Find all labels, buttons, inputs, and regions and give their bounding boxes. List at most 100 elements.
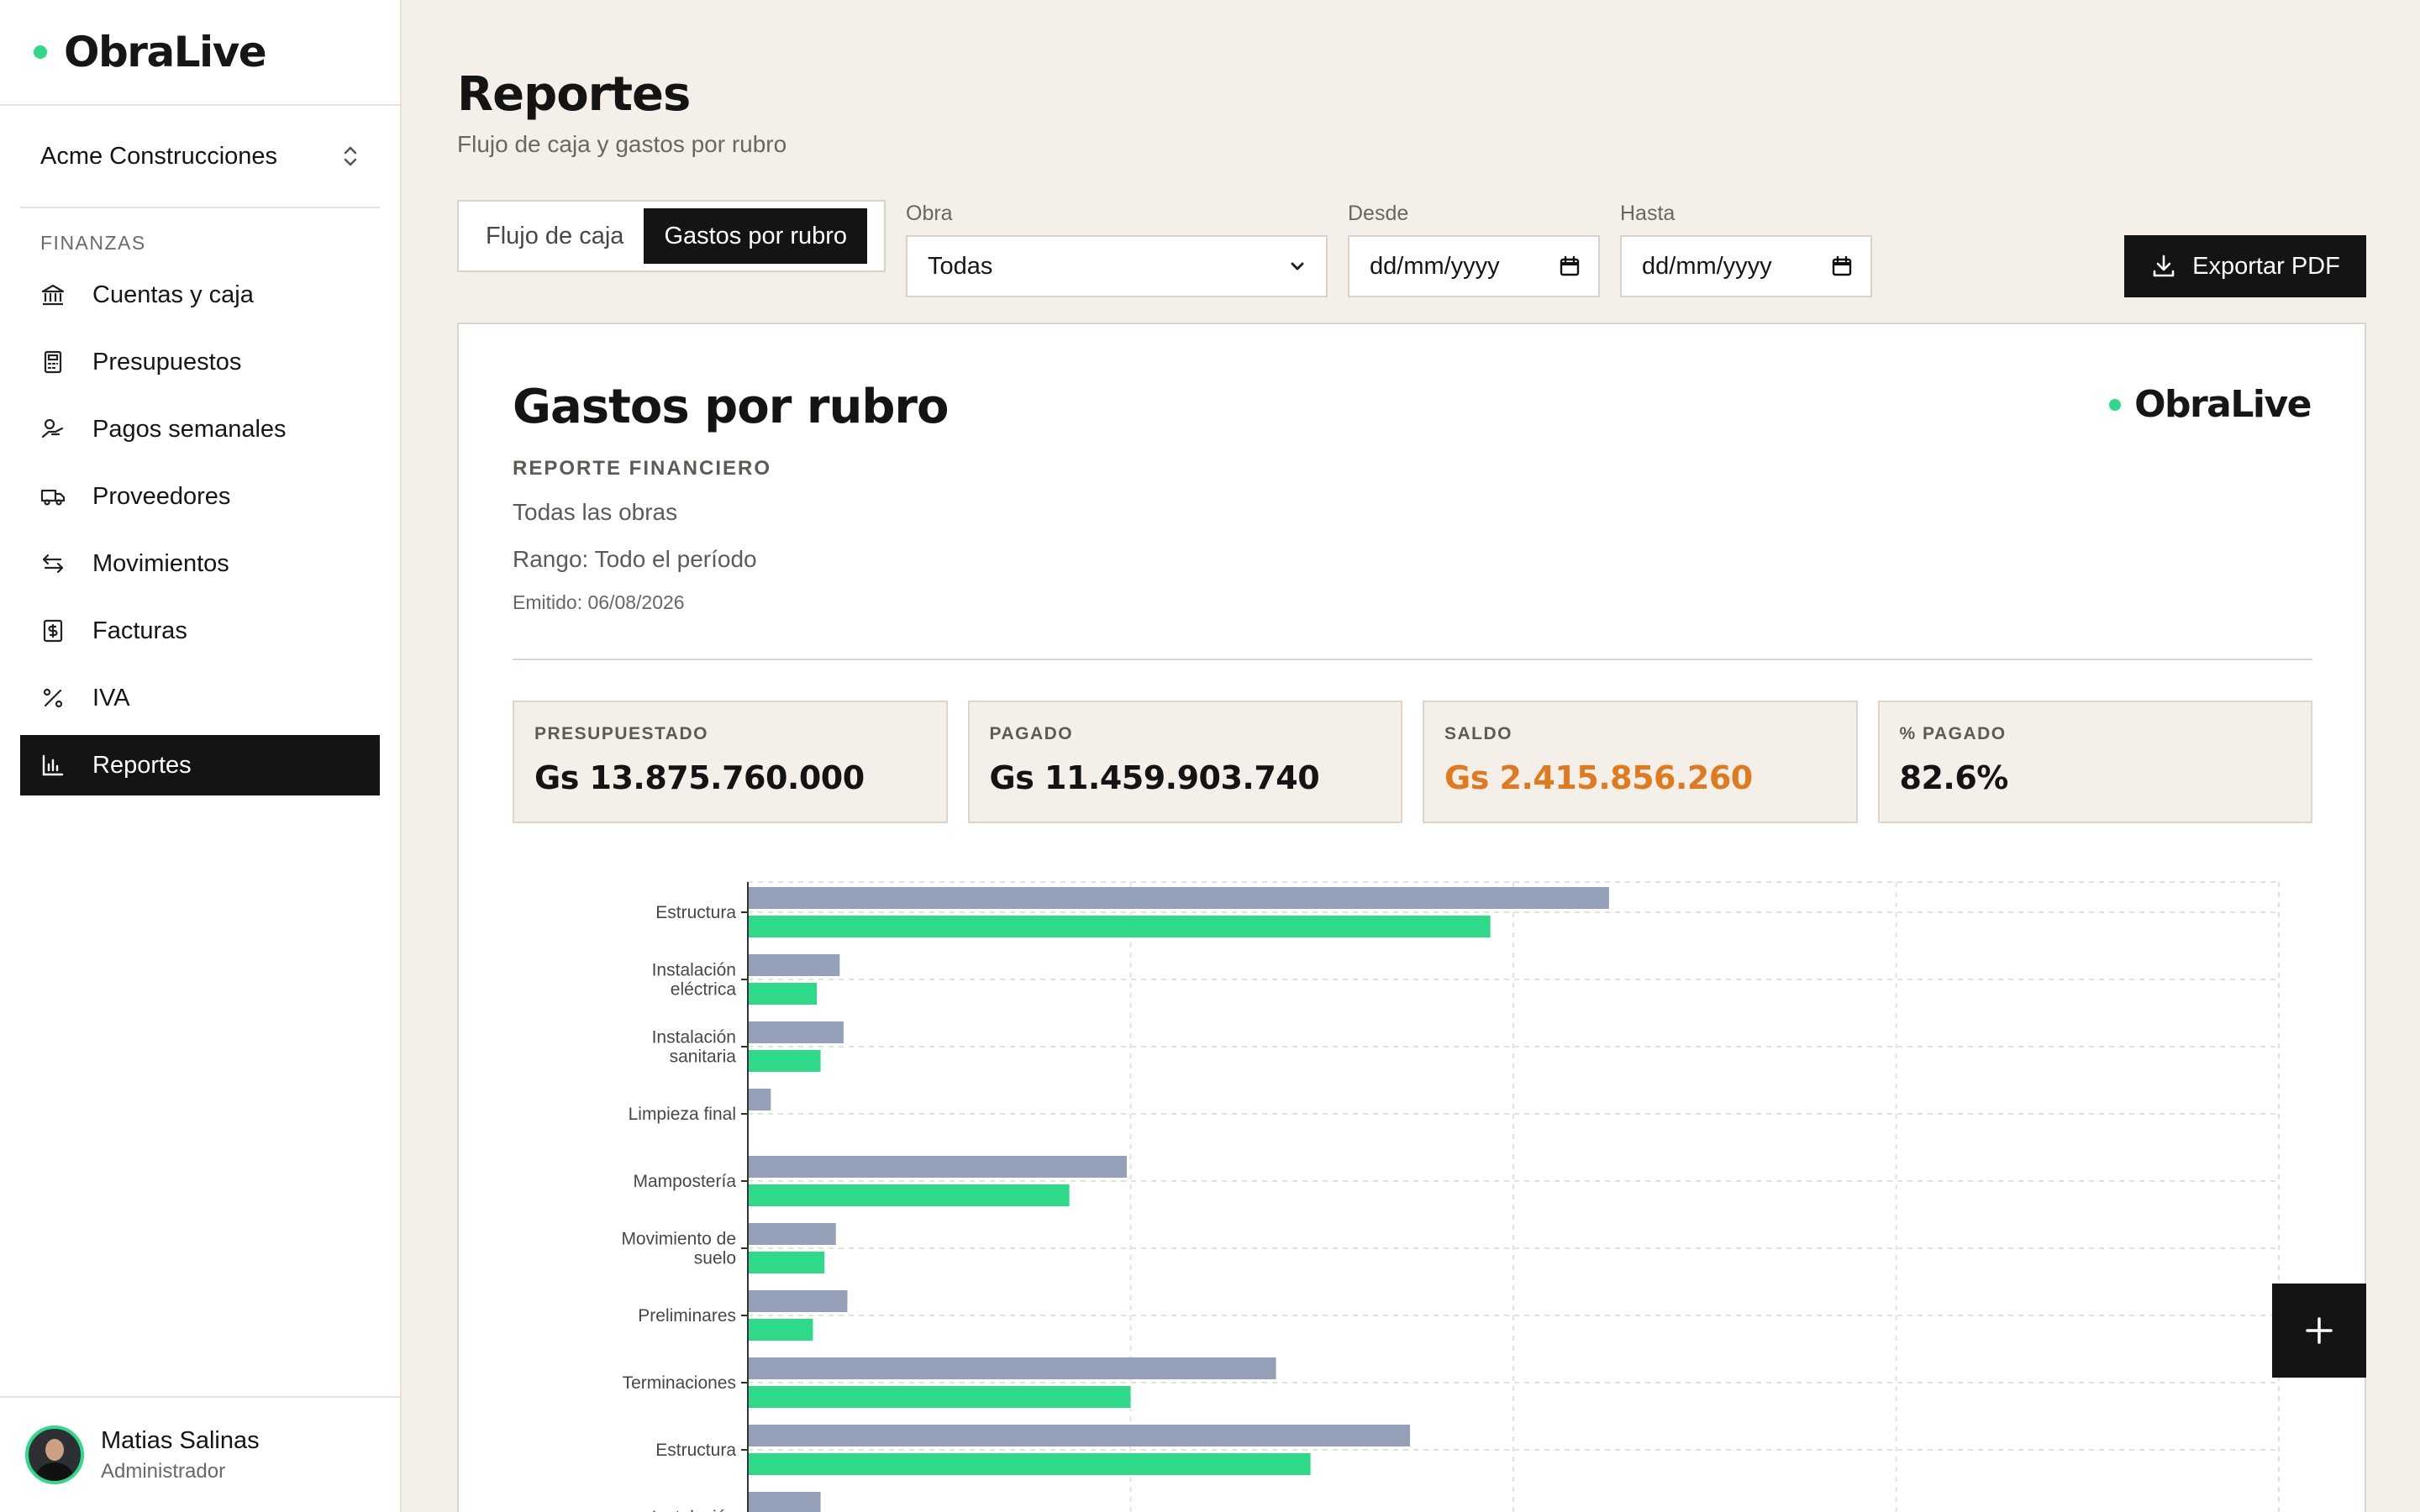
org-switcher[interactable]: Acme Construcciones (20, 106, 380, 208)
user-name: Matias Salinas (101, 1426, 260, 1454)
sidebar-item-label: IVA (92, 684, 130, 711)
calendar-icon[interactable] (1558, 255, 1581, 278)
page-subtitle: Flujo de caja y gastos por rubro (457, 131, 787, 157)
budget-bar (748, 1492, 821, 1512)
desde-date-value: dd/mm/yyyy (1370, 252, 1500, 280)
desde-date-input[interactable]: dd/mm/yyyy (1348, 235, 1600, 297)
paid-bar (748, 1252, 825, 1273)
paid-bar (748, 916, 1491, 937)
budget-bar (748, 1357, 1276, 1379)
sidebar-item-movimientos[interactable]: Movimientos (20, 533, 380, 594)
budget-bar (748, 1425, 1411, 1446)
sidebar-item-label: Presupuestos (92, 348, 242, 375)
paid-bar (748, 983, 817, 1005)
payments-icon (41, 418, 64, 438)
budget-bar (748, 954, 840, 976)
user-role: Administrador (101, 1459, 226, 1483)
obra-select[interactable]: Todas (906, 235, 1328, 297)
user-profile[interactable]: Matias Salinas Administrador (0, 1396, 400, 1512)
category-label: Movimiento de (621, 1230, 736, 1249)
category-label: Instalación (652, 1508, 736, 1512)
kpi-pagado: PAGADO Gs 11.459.903.740 (967, 701, 1402, 823)
budget-bar (748, 1156, 1127, 1178)
kpi-row: PRESUPUESTADO Gs 13.875.760.000 PAGADO G… (513, 701, 2312, 823)
budget-bar (748, 1021, 844, 1043)
calculator-icon (44, 350, 62, 374)
org-name: Acme Construcciones (40, 142, 278, 170)
category-label: suelo (694, 1249, 736, 1268)
report-divider (513, 659, 2312, 660)
sidebar-item-label: Facturas (92, 617, 187, 644)
category-label: Estructura (655, 903, 736, 922)
sidebar-item-label: Reportes (92, 751, 192, 779)
calendar-icon[interactable] (1830, 255, 1854, 278)
report-title: Gastos por rubro (513, 380, 949, 434)
sidebar-item-iva[interactable]: IVA (20, 668, 380, 728)
transfer-icon (42, 554, 64, 574)
report-card: Gastos por rubro REPORTE FINANCIERO Toda… (457, 323, 2366, 1512)
kpi-label: % PAGADO (1899, 724, 2007, 743)
category-label: sanitaria (670, 1047, 737, 1067)
chevron-updown-icon (344, 146, 357, 166)
obra-label: Obra (906, 202, 953, 225)
kpi-porcentaje-pagado: % PAGADO 82.6% (1877, 701, 2312, 823)
kpi-value: Gs 2.415.856.260 (1444, 759, 1753, 796)
kpi-label: SALDO (1444, 724, 1512, 743)
category-label: Instalación (652, 961, 736, 980)
sidebar-item-label: Cuentas y caja (92, 281, 254, 308)
avatar (25, 1425, 84, 1484)
sidebar-nav: Cuentas y caja Presupuestos Pagos semana… (20, 265, 380, 795)
report-scope: Todas las obras (513, 499, 678, 525)
report-kicker: REPORTE FINANCIERO (513, 457, 772, 480)
tab-flujo-de-caja[interactable]: Flujo de caja (486, 222, 624, 249)
category-label: Limpieza final (629, 1105, 736, 1124)
sidebar-item-presupuestos[interactable]: Presupuestos (20, 332, 380, 392)
budget-bar (748, 887, 1609, 909)
sidebar-item-cuentas[interactable]: Cuentas y caja (20, 265, 380, 325)
page-title: Reportes (457, 67, 691, 122)
export-pdf-button[interactable]: Exportar PDF (2124, 235, 2366, 297)
paid-bar (748, 1453, 1311, 1475)
sidebar-item-proveedores[interactable]: Proveedores (20, 466, 380, 527)
paid-bar (748, 1319, 813, 1341)
hasta-date-input[interactable]: dd/mm/yyyy (1620, 235, 1872, 297)
brand-dot-icon (34, 45, 47, 59)
category-label: eléctrica (671, 980, 737, 1000)
kpi-saldo: SALDO Gs 2.415.856.260 (1423, 701, 1858, 823)
category-label: Mampostería (633, 1172, 736, 1191)
budget-bar (748, 1290, 848, 1312)
sidebar-item-label: Movimientos (92, 549, 229, 577)
add-button[interactable] (2272, 1284, 2366, 1378)
download-icon (2153, 255, 2175, 277)
truck-icon (40, 489, 66, 506)
invoice-icon (43, 619, 63, 643)
kpi-value: 82.6% (1899, 759, 2009, 796)
paid-bar (748, 1050, 821, 1072)
category-label: Terminaciones (623, 1373, 736, 1393)
expenses-by-category-chart: EstructuraInstalacióneléctricaInstalació… (621, 881, 2280, 1512)
kpi-value: Gs 13.875.760.000 (534, 759, 865, 796)
chevron-down-icon (1291, 262, 1304, 270)
sidebar-item-pagos-semanales[interactable]: Pagos semanales (20, 399, 380, 459)
report-range: Rango: Todo el período (513, 546, 757, 572)
report-tabs: Flujo de caja Gastos por rubro (457, 200, 886, 272)
budget-bar (748, 1223, 836, 1245)
brand-name: ObraLive (64, 28, 267, 76)
category-label: Estructura (655, 1441, 736, 1460)
report-brand-name: ObraLive (2134, 383, 2312, 426)
sidebar-item-reportes[interactable]: Reportes (20, 735, 380, 795)
plus-icon (2306, 1317, 2333, 1344)
category-label: Preliminares (638, 1306, 736, 1326)
hasta-label: Hasta (1620, 202, 1676, 225)
brand-dot-icon (2109, 398, 2122, 411)
tab-gastos-por-rubro[interactable]: Gastos por rubro (644, 208, 868, 264)
nav-section-label: FINANZAS (40, 232, 146, 254)
sidebar-item-facturas[interactable]: Facturas (20, 601, 380, 661)
sidebar-item-label: Proveedores (92, 482, 231, 510)
report-brand: ObraLive (2109, 383, 2312, 426)
kpi-value: Gs 11.459.903.740 (989, 759, 1320, 796)
sidebar-item-label: Pagos semanales (92, 415, 287, 443)
brand[interactable]: ObraLive (0, 0, 400, 106)
paid-bar (748, 1386, 1131, 1408)
bar-chart-icon (42, 754, 64, 776)
